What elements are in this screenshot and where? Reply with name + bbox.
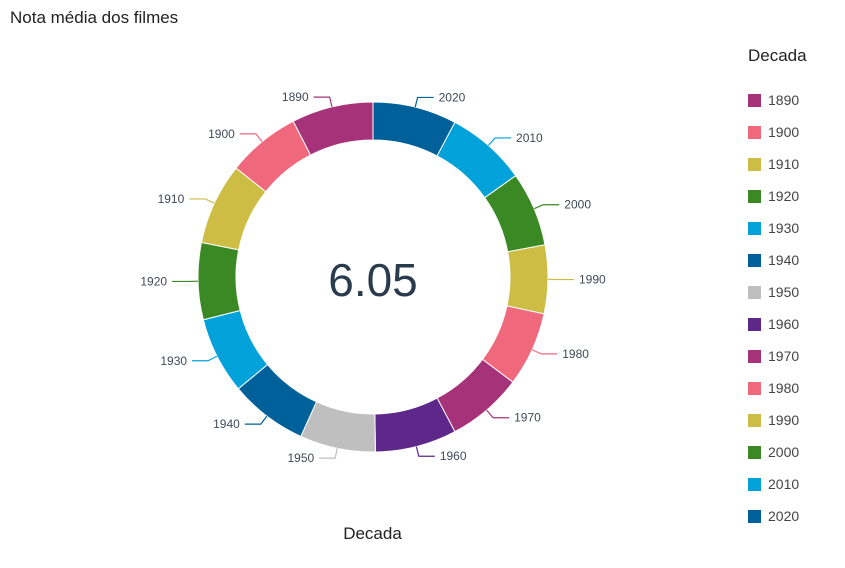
legend-swatch — [748, 157, 761, 171]
leader-line-1940 — [244, 415, 268, 425]
legend-swatch — [748, 93, 761, 107]
legend-swatch — [748, 381, 761, 395]
legend-item-1970[interactable]: 1970 — [748, 340, 807, 372]
x-axis-label: Decada — [343, 524, 402, 543]
leader-line-1960 — [415, 446, 435, 457]
leader-line-2010 — [487, 137, 512, 146]
legend-item-1920[interactable]: 1920 — [748, 180, 807, 212]
legend-swatch — [748, 509, 761, 523]
leader-line-1890 — [313, 96, 333, 108]
legend-swatch — [748, 125, 761, 139]
slice-label-1940: 1940 — [213, 417, 240, 431]
legend-label: 1930 — [768, 220, 800, 236]
legend-swatch — [748, 477, 761, 491]
legend-item-1910[interactable]: 1910 — [748, 148, 807, 180]
legend-label: 1940 — [768, 252, 800, 268]
leader-line-1900 — [239, 133, 263, 142]
legend-label: 2000 — [768, 444, 800, 460]
legend-item-1990[interactable]: 1990 — [748, 404, 807, 436]
slice-label-1990: 1990 — [579, 273, 606, 287]
legend-swatch — [748, 189, 761, 203]
legend-label: 2010 — [768, 476, 800, 492]
legend-swatch — [748, 445, 761, 459]
legend-swatch — [748, 285, 761, 299]
legend-label: 1910 — [768, 156, 800, 172]
legend-label: 2020 — [768, 508, 800, 524]
legend-label: 1990 — [768, 412, 800, 428]
leader-line-2000 — [533, 204, 560, 210]
slice-label-1930: 1930 — [160, 354, 187, 368]
leader-line-1970 — [486, 409, 510, 419]
legend-item-1950[interactable]: 1950 — [748, 276, 807, 308]
center-value: 6.05 — [328, 254, 418, 306]
legend-item-1890[interactable]: 1890 — [748, 84, 807, 116]
legend-swatch — [748, 221, 761, 235]
legend-title: Decada — [748, 46, 807, 65]
legend-swatch — [748, 349, 761, 363]
slice-label-2000: 2000 — [564, 198, 591, 212]
slice-1920[interactable] — [197, 241, 241, 321]
slice-label-1970: 1970 — [514, 411, 541, 425]
leader-line-1950 — [319, 448, 338, 459]
slice-label-1920: 1920 — [140, 274, 167, 288]
slice-labels: 2020 2010 2000 1990 1980 1970 1960 1950 1940 1930… — [140, 90, 606, 465]
slice-label-1890: 1890 — [282, 90, 309, 104]
legend-label: 1890 — [768, 92, 800, 108]
slice-label-1960: 1960 — [440, 449, 467, 463]
legend-items: 1890 1900 1910 1920 1930 1940 1950 1960 1970 1980… — [748, 84, 807, 532]
legend-item-1980[interactable]: 1980 — [748, 372, 807, 404]
leader-line-2020 — [414, 96, 434, 108]
legend: Decada 1890 1900 1910 1920 1930 1940 1950 1960 1… — [748, 46, 807, 532]
slice-label-1910: 1910 — [158, 192, 185, 206]
legend-item-2000[interactable]: 2000 — [748, 436, 807, 468]
slice-label-2010: 2010 — [516, 131, 543, 145]
slice-label-2020: 2020 — [439, 90, 466, 104]
legend-item-1900[interactable]: 1900 — [748, 116, 807, 148]
leader-line-1930 — [192, 355, 218, 362]
legend-label: 1980 — [768, 380, 800, 396]
slice-label-1980: 1980 — [562, 347, 589, 361]
legend-swatch — [748, 317, 761, 331]
legend-label: 1970 — [768, 348, 800, 364]
legend-item-1960[interactable]: 1960 — [748, 308, 807, 340]
slice-1890[interactable] — [292, 101, 374, 156]
legend-item-1930[interactable]: 1930 — [748, 212, 807, 244]
slice-label-1900: 1900 — [208, 127, 235, 141]
leader-line-1910 — [189, 198, 215, 204]
slice-label-1950: 1950 — [287, 451, 314, 465]
legend-item-1940[interactable]: 1940 — [748, 244, 807, 276]
legend-swatch — [748, 253, 761, 267]
legend-item-2010[interactable]: 2010 — [748, 468, 807, 500]
legend-label: 1950 — [768, 284, 800, 300]
donut-slices — [197, 101, 549, 453]
legend-swatch — [748, 413, 761, 427]
legend-item-2020[interactable]: 2020 — [748, 500, 807, 532]
chart-title: Nota média dos filmes — [10, 8, 179, 27]
leader-line-1980 — [531, 349, 558, 355]
legend-label: 1960 — [768, 316, 800, 332]
legend-label: 1920 — [768, 188, 800, 204]
legend-label: 1900 — [768, 124, 800, 140]
slice-1990[interactable] — [506, 244, 549, 315]
